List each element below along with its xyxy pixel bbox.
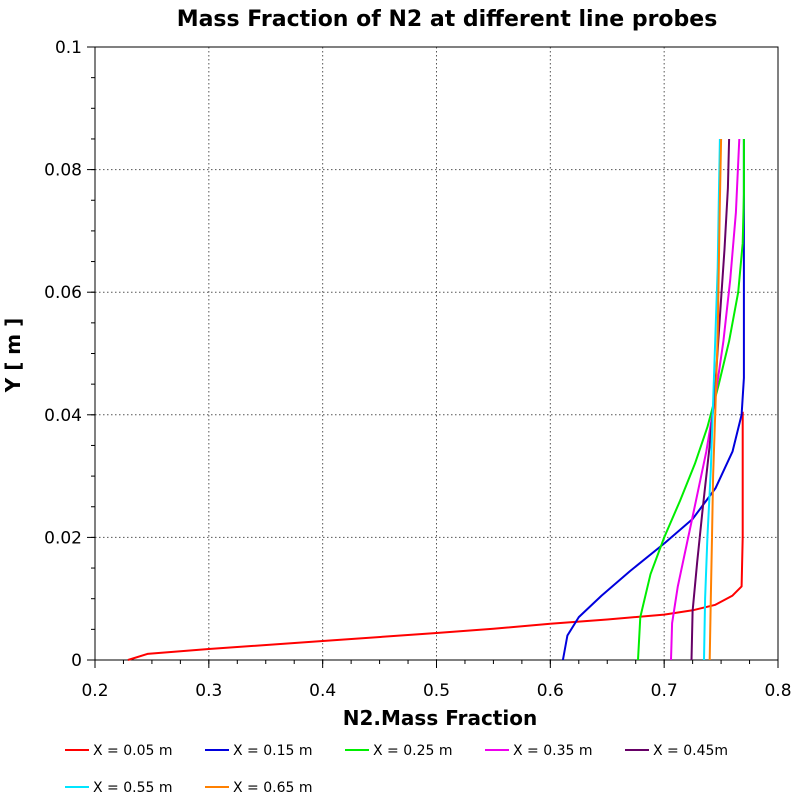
- x-tick-label: 0.2: [81, 681, 108, 701]
- x-tick-label: 0.7: [651, 681, 678, 701]
- series-line: [670, 138, 741, 661]
- axis-ticks: 0.2 0.3 0.4 0.5 0.6 0.7 0.8 0 0.02 0.04 0.06 0.08 0.…: [44, 38, 791, 701]
- series-line: [637, 139, 745, 661]
- legend-label: X = 0.05 m: [93, 743, 172, 759]
- x-tick-label: 0.3: [195, 681, 222, 701]
- grid: [94, 46, 779, 661]
- x-tick-label: 0.6: [537, 681, 564, 701]
- x-tick-label: 0.4: [309, 681, 336, 701]
- series-line: [561, 139, 745, 661]
- legend-label: X = 0.55 m: [93, 780, 172, 796]
- legend-label: X = 0.45m: [653, 743, 728, 759]
- legend: X = 0.05 m X = 0.15 m X = 0.25 m X = 0.35 m…: [65, 743, 728, 796]
- series-line: [703, 138, 721, 661]
- x-tick-label: 0.8: [764, 681, 791, 701]
- y-tick-label: 0.08: [44, 161, 82, 181]
- x-tick-label: 0.5: [423, 681, 450, 701]
- chart-title: Mass Fraction of N2 at different line pr…: [177, 7, 718, 32]
- legend-label: X = 0.65 m: [233, 780, 312, 796]
- legend-label: X = 0.25 m: [373, 743, 452, 759]
- series-line: [127, 411, 744, 661]
- y-tick-label: 0: [71, 651, 82, 671]
- y-tick-label: 0.1: [55, 38, 82, 58]
- y-axis-label: Y [ m ]: [1, 318, 25, 394]
- y-tick-label: 0.04: [44, 406, 82, 426]
- series-lines: [127, 138, 745, 661]
- series-line: [708, 138, 723, 661]
- legend-label: X = 0.35 m: [513, 743, 592, 759]
- y-tick-label: 0.06: [44, 283, 82, 303]
- y-tick-label: 0.02: [44, 528, 82, 548]
- x-axis-label: N2.Mass Fraction: [343, 706, 537, 730]
- legend-label: X = 0.15 m: [233, 743, 312, 759]
